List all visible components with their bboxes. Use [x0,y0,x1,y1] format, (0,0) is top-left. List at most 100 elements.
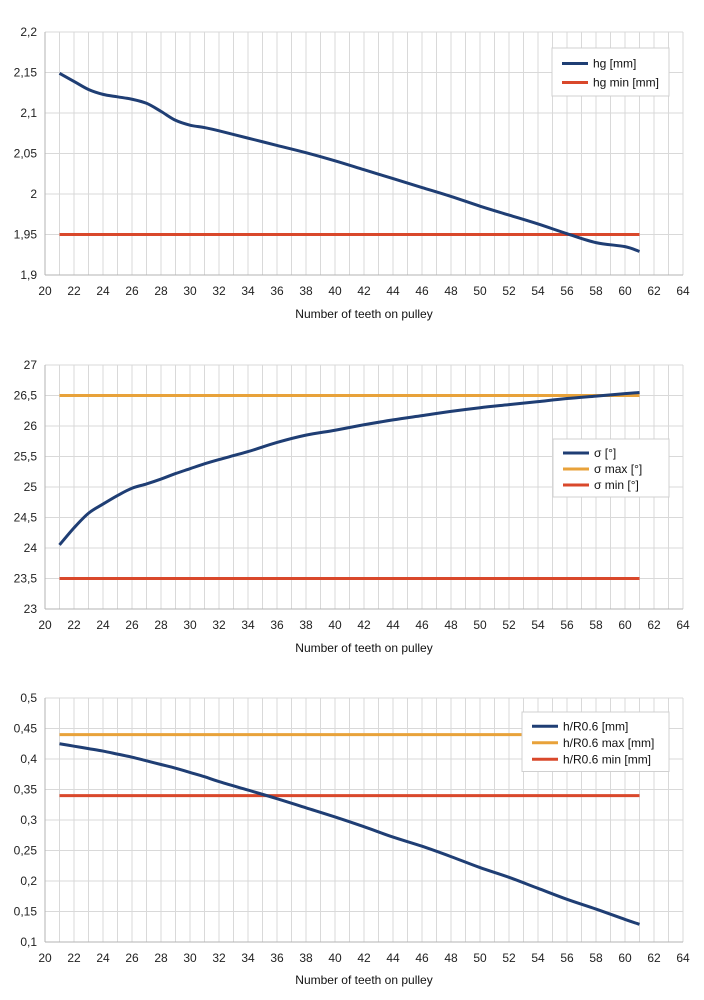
y-tick-label: 24 [24,541,38,555]
x-tick-label: 50 [473,284,487,298]
x-tick-label: 64 [676,951,690,965]
x-tick-label: 58 [589,284,603,298]
x-tick-label: 22 [67,618,81,632]
x-tick-label: 28 [154,284,168,298]
x-tick-label: 34 [241,284,255,298]
x-tick-label: 62 [647,951,661,965]
legend-label: hg [mm] [593,57,636,71]
chart-sigma-svg: 23 23,5 24 24,5 25 25,5 26 26,5 27 20 22 24 26 28 30 32… [14,358,690,655]
x-tick-label: 62 [647,284,661,298]
x-tick-label: 56 [560,284,574,298]
y-tick-label: 2,05 [14,147,38,161]
x-tick-label: 64 [676,618,690,632]
x-tick-label: 34 [241,951,255,965]
x-tick-label: 36 [270,284,284,298]
legend-label: h/R0.6 min [mm] [563,752,651,766]
x-tick-label: 32 [212,951,226,965]
y-tick-label: 25,5 [14,450,38,464]
y-tick-label: 0,35 [14,783,38,797]
x-axis-label: Number of teeth on pulley [295,973,432,987]
y-tick-label: 2,2 [20,25,37,39]
x-tick-label: 56 [560,618,574,632]
legend-label: hg min [mm] [593,76,659,90]
x-tick-label: 30 [183,618,197,632]
y-tick-label: 0,15 [14,905,38,919]
series-line-0 [59,742,640,926]
x-tick-label: 26 [125,618,139,632]
x-tick-label: 32 [212,618,226,632]
y-tick-label: 24,5 [14,511,38,525]
y-tick-label: 0,3 [20,813,37,827]
legend-label: σ max [°] [594,462,642,476]
x-axis-label: Number of teeth on pulley [295,641,432,655]
legend: hg [mm] hg min [mm] [551,47,670,97]
x-tick-label: 24 [96,284,110,298]
grid [44,697,684,943]
chart-h-r06: 0,1 0,15 0,2 0,25 0,3 0,35 0,4 0,45 0,5 20 22 24 26 2… [0,668,704,1000]
legend-label: σ [°] [594,446,616,460]
x-tick-label: 40 [328,284,342,298]
legend-label: σ min [°] [594,478,639,492]
x-tick-label: 54 [531,284,545,298]
x-tick-label: 54 [531,951,545,965]
x-axis-label: Number of teeth on pulley [295,307,432,321]
legend: σ [°] σ max [°] σ min [°] [552,438,670,498]
x-tick-label: 30 [183,951,197,965]
x-tick-label: 30 [183,284,197,298]
x-tick-label: 40 [328,618,342,632]
x-tick-label: 38 [299,618,313,632]
x-tick-label: 28 [154,951,168,965]
x-tick-label: 36 [270,618,284,632]
y-tick-label: 0,45 [14,722,38,736]
x-tick-label: 46 [415,284,429,298]
x-tick-label: 60 [618,284,632,298]
series-line-0 [58,72,641,253]
y-tick-label: 1,9 [20,268,37,282]
x-tick-label: 56 [560,951,574,965]
x-tick-label: 26 [125,951,139,965]
x-tick-label: 38 [299,951,313,965]
y-tick-label: 2,15 [14,66,38,80]
x-tick-label: 46 [415,951,429,965]
y-tick-label: 26 [24,419,38,433]
x-tick-label: 50 [473,951,487,965]
y-tick-label: 25 [24,480,38,494]
x-tick-label: 54 [531,618,545,632]
x-tick-label: 44 [386,284,400,298]
x-tick-label: 58 [589,951,603,965]
y-tick-label: 27 [24,358,38,372]
chart-hg-svg: 1,9 1,95 2 2,05 2,1 2,15 2,2 20 22 24 26 28 30 32 34 36… [14,25,690,321]
series-line-0 [58,390,640,546]
x-tick-label: 64 [676,284,690,298]
x-tick-label: 48 [444,951,458,965]
x-tick-label: 52 [502,618,516,632]
x-tick-label: 60 [618,618,632,632]
legend-label: h/R0.6 [mm] [563,719,628,733]
x-tick-label: 20 [38,951,52,965]
x-tick-label: 58 [589,618,603,632]
x-tick-label: 44 [386,951,400,965]
legend-label: h/R0.6 max [mm] [563,736,654,750]
legend: h/R0.6 [mm] h/R0.6 max [mm] h/R0.6 min [mm… [521,711,670,772]
x-tick-label: 20 [38,618,52,632]
y-tick-label: 23 [24,602,38,616]
x-tick-label: 42 [357,951,371,965]
y-tick-label: 2 [30,187,37,201]
x-tick-label: 48 [444,618,458,632]
chart-hg: 1,9 1,95 2 2,05 2,1 2,15 2,2 20 22 24 26 28 30 32 34 36… [0,0,704,330]
x-tick-label: 26 [125,284,139,298]
chart-sigma: 23 23,5 24 24,5 25 25,5 26 26,5 27 20 22 24 26 28 30 32… [0,335,704,665]
x-tick-label: 60 [618,951,632,965]
legend-box [551,47,670,97]
x-tick-label: 50 [473,618,487,632]
y-tick-label: 26,5 [14,389,38,403]
x-tick-label: 52 [502,284,516,298]
x-tick-label: 22 [67,284,81,298]
x-tick-label: 38 [299,284,313,298]
y-tick-label: 1,95 [14,228,38,242]
x-tick-label: 34 [241,618,255,632]
x-tick-label: 46 [415,618,429,632]
x-tick-label: 36 [270,951,284,965]
y-tick-label: 0,1 [20,935,37,949]
x-tick-label: 44 [386,618,400,632]
